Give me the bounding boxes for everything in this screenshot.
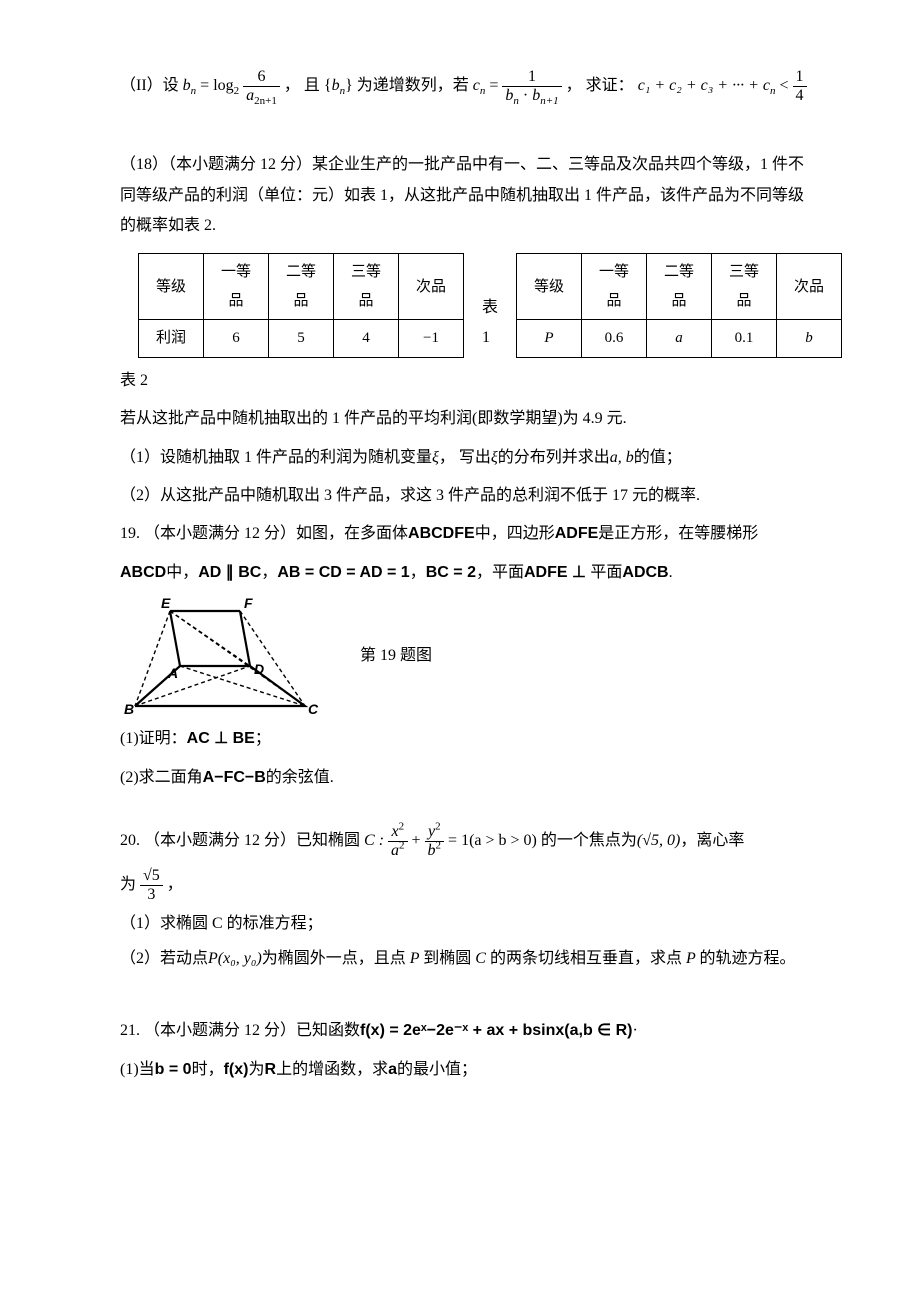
cell: 一等品 xyxy=(204,254,269,320)
table-row: 等级 一等品 二等品 三等品 次品 xyxy=(517,254,842,320)
q21-p1: 21. （本小题满分 12 分）已知函数f(x) = 2eˣ−2e⁻ˣ + ax… xyxy=(120,1016,810,1046)
cell: 4 xyxy=(334,320,399,358)
q20-sub2: （2）若动点P(x₀, y₀)为椭圆外一点，且点 P 到椭圆 C 的两条切线相互… xyxy=(120,944,810,974)
svg-text:B: B xyxy=(124,701,134,716)
cell: 三等品 xyxy=(334,254,399,320)
cell: −1 xyxy=(399,320,464,358)
q19-figure-label: 第 19 题图 xyxy=(360,641,432,671)
cell: 三等品 xyxy=(712,254,777,320)
table-1-caption: 表 1 xyxy=(482,293,498,358)
svg-text:C: C xyxy=(308,701,319,716)
text: 为递增数列，若 xyxy=(357,77,469,94)
table-row: 利润 6 5 4 −1 xyxy=(139,320,464,358)
cell: 二等品 xyxy=(269,254,334,320)
q17-part2: （II）设 bn = log2 6a2n+1 ， 且 {bn} 为递增数列，若 … xyxy=(120,68,810,104)
q20-sub1: （1）求椭圆 C 的标准方程； xyxy=(120,909,810,939)
cell: 5 xyxy=(269,320,334,358)
tables-row: 等级 一等品 二等品 三等品 次品 利润 6 5 4 −1 表 1 等级 一等品… xyxy=(138,253,810,358)
cell: a xyxy=(647,320,712,358)
cell: 6 xyxy=(204,320,269,358)
cell: 次品 xyxy=(399,254,464,320)
table-1: 等级 一等品 二等品 三等品 次品 利润 6 5 4 −1 xyxy=(138,253,464,358)
svg-text:A: A xyxy=(167,665,178,681)
q18-sub1: （1）设随机抽取 1 件产品的利润为随机变量ξ， 写出ξ的分布列并求出a, b的… xyxy=(120,443,810,473)
table-row: 等级 一等品 二等品 三等品 次品 xyxy=(139,254,464,320)
cell: 一等品 xyxy=(582,254,647,320)
q19-figure-row: E F A D B C 第 19 题图 xyxy=(120,596,810,716)
q19-sub2: (2)求二面角A−FC−B的余弦值. xyxy=(120,763,810,793)
q19-p1: 19. （本小题满分 12 分）如图，在多面体ABCDFE中，四边形ADFE是正… xyxy=(120,519,810,549)
cell: 0.6 xyxy=(582,320,647,358)
cell: b xyxy=(777,320,842,358)
q19-p2: ABCD中，AD ∥ BC，AB = CD = AD = 1，BC = 2，平面… xyxy=(120,558,810,588)
table-row: P 0.6 a 0.1 b xyxy=(517,320,842,358)
q20-p2: 为 √53 ， xyxy=(120,867,810,903)
q18-stem: （18）（本小题满分 12 分）某企业生产的一批产品中有一、二、三等品及次品共四… xyxy=(120,150,810,241)
cell: P xyxy=(517,320,582,358)
formula-cn: cn = 1bn · bn+1 xyxy=(473,77,566,94)
inequality: c₁ + c₂ + c₃ + ··· + cn < 14 xyxy=(638,77,807,94)
q18-p2: 若从这批产品中随机抽取出的 1 件产品的平均利润(即数学期望)为 4.9 元. xyxy=(120,404,810,434)
q18-sub2: （2）从这批产品中随机取出 3 件产品，求这 3 件产品的总利润不低于 17 元… xyxy=(120,481,810,511)
cell: 二等品 xyxy=(647,254,712,320)
q19-figure: E F A D B C xyxy=(120,596,320,716)
svg-text:F: F xyxy=(244,596,253,611)
set-bn: {bn} xyxy=(324,77,353,94)
formula-bn: bn = log2 6a2n+1 xyxy=(183,77,284,94)
table-2-caption: 表 2 xyxy=(120,366,810,396)
cell: 0.1 xyxy=(712,320,777,358)
cell: 利润 xyxy=(139,320,204,358)
cell: 次品 xyxy=(777,254,842,320)
text: ， 且 xyxy=(284,77,320,94)
cell: 等级 xyxy=(139,254,204,320)
q21-sub1: (1)当b = 0时，f(x)为R上的增函数，求a的最小值； xyxy=(120,1055,810,1085)
q20-p1: 20. （本小题满分 12 分）已知椭圆 C : x2a2 + y2b2 = 1… xyxy=(120,823,810,859)
table-2: 等级 一等品 二等品 三等品 次品 P 0.6 a 0.1 b xyxy=(516,253,842,358)
text: ， 求证： xyxy=(566,77,634,94)
cell: 等级 xyxy=(517,254,582,320)
svg-text:D: D xyxy=(254,661,264,677)
svg-text:E: E xyxy=(161,596,171,611)
text: （II）设 xyxy=(120,77,179,94)
q19-sub1: (1)证明：AC ⊥ BE； xyxy=(120,724,810,754)
ellipse-eq: C : x2a2 + y2b2 = 1(a > b > 0) xyxy=(364,832,541,849)
